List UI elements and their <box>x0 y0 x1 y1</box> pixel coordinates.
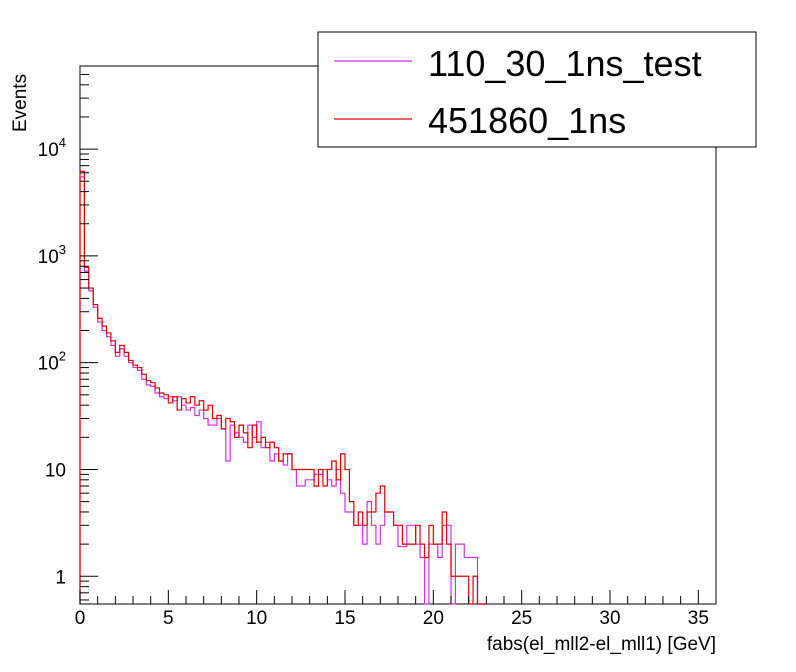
y-tick-label: 102 <box>38 349 66 375</box>
x-tick-label: 30 <box>599 608 620 629</box>
y-axis: 1 10 102 103 104 <box>38 65 98 601</box>
legend: 110_30_1ns_test 451860_1ns <box>317 31 757 148</box>
x-tick-label: 10 <box>246 608 267 629</box>
x-tick-label: 0 <box>75 608 86 629</box>
plot-frame <box>79 65 717 605</box>
histogram-series-1 <box>79 170 487 605</box>
legend-label-451860-1ns: 451860_1ns <box>428 100 626 141</box>
histogram-series-layer <box>79 170 487 605</box>
legend-label-110-30-1ns-test: 110_30_1ns_test <box>428 43 702 84</box>
x-tick-label: 15 <box>334 608 355 629</box>
x-tick-label: 25 <box>511 608 532 629</box>
x-tick-label: 5 <box>163 608 174 629</box>
y-tick-label: 10 <box>45 460 66 481</box>
y-tick-label: 104 <box>38 135 66 161</box>
y-tick-label: 1 <box>55 567 66 588</box>
x-axis-title: fabs(el_mll2-el_mll1) [GeV] <box>487 634 716 655</box>
y-tick-label: 103 <box>38 242 66 268</box>
y-axis-title: Events <box>10 74 31 132</box>
x-tick-label: 20 <box>423 608 444 629</box>
x-tick-label: 35 <box>688 608 709 629</box>
legend-box <box>317 31 757 148</box>
x-axis: 0 5 10 15 20 25 30 35 <box>75 590 717 629</box>
